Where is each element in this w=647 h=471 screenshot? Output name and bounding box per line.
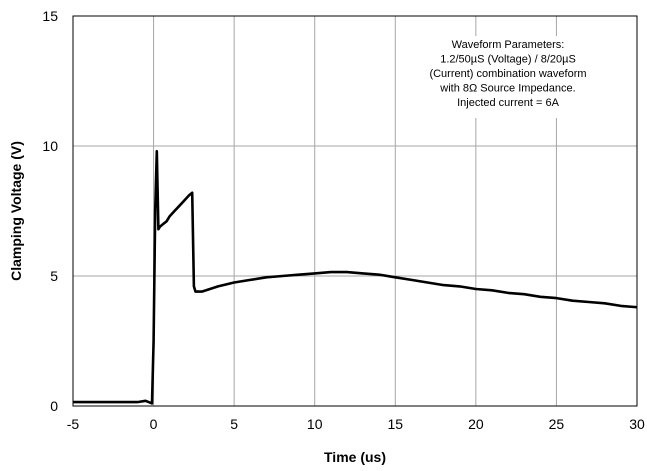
plot-area-frame	[72, 15, 638, 407]
x-tick-label: 15	[387, 416, 403, 432]
y-tick-label: 0	[50, 398, 58, 414]
y-axis-label: Clamping Voltage (V)	[8, 141, 24, 281]
x-axis-label: Time (us)	[324, 449, 386, 465]
x-tick-label: 25	[549, 416, 565, 432]
annotation-line: 1.2/50µS (Voltage) / 8/20µS	[440, 54, 576, 66]
x-tick-label: 5	[230, 416, 238, 432]
waveform-parameters-annotation: Waveform Parameters: 1.2/50µS (Voltage) …	[418, 36, 598, 118]
annotation-line: Injected current = 6A	[457, 97, 559, 109]
y-tick-label: 5	[50, 268, 58, 284]
annotation-line: (Current) combination waveform	[429, 68, 586, 80]
y-tick-label: 15	[42, 8, 58, 24]
annotation-line: Waveform Parameters:	[452, 39, 565, 51]
y-tick-label: 10	[42, 138, 58, 154]
series-line-clamping-voltage	[73, 149, 638, 405]
x-tick-label: 30	[629, 416, 645, 432]
x-axis-ticks: -5 0 5 10 15 20 25 30	[67, 416, 645, 432]
y-axis-ticks: 0 5 10 15	[42, 8, 58, 414]
x-tick-label: 20	[468, 416, 484, 432]
x-tick-label: 10	[307, 416, 323, 432]
annotation-line: with 8Ω Source Impedance.	[439, 83, 575, 95]
x-tick-label: 0	[150, 416, 158, 432]
x-tick-label: -5	[67, 416, 80, 432]
